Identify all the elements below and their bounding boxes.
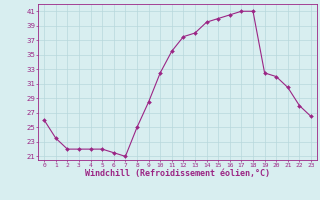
X-axis label: Windchill (Refroidissement éolien,°C): Windchill (Refroidissement éolien,°C) [85,169,270,178]
